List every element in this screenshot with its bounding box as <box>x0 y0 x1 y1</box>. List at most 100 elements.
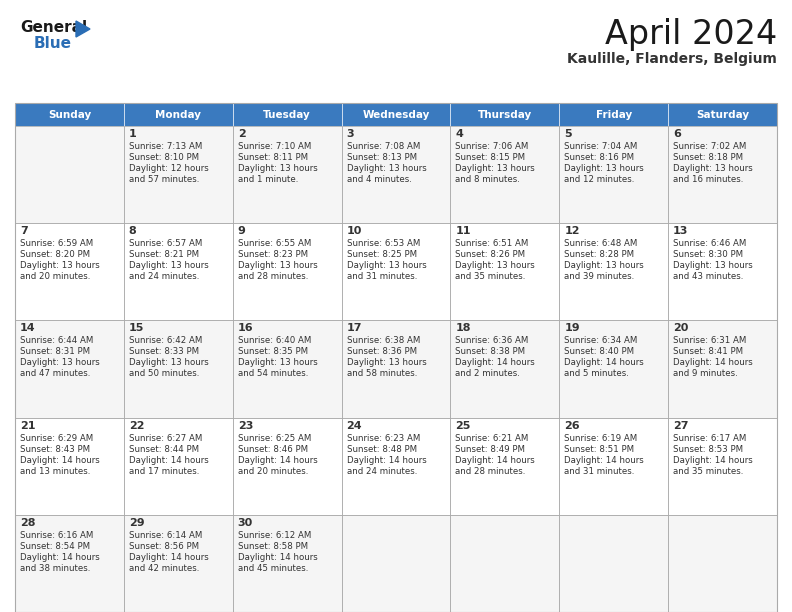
Text: and 54 minutes.: and 54 minutes. <box>238 370 308 378</box>
Text: 4: 4 <box>455 129 463 139</box>
Text: Sunset: 8:53 PM: Sunset: 8:53 PM <box>673 444 743 453</box>
Text: Friday: Friday <box>596 110 632 119</box>
Text: Sunday: Sunday <box>48 110 91 119</box>
Text: and 5 minutes.: and 5 minutes. <box>564 370 629 378</box>
Text: Sunrise: 6:31 AM: Sunrise: 6:31 AM <box>673 337 747 345</box>
Text: Sunrise: 7:06 AM: Sunrise: 7:06 AM <box>455 142 529 151</box>
Bar <box>451 515 559 612</box>
Text: 24: 24 <box>347 420 362 431</box>
Text: Daylight: 13 hours: Daylight: 13 hours <box>564 261 644 271</box>
Text: and 31 minutes.: and 31 minutes. <box>347 272 417 281</box>
Text: and 50 minutes.: and 50 minutes. <box>129 370 200 378</box>
Bar <box>668 321 777 417</box>
Text: Daylight: 14 hours: Daylight: 14 hours <box>347 455 426 465</box>
Text: Daylight: 13 hours: Daylight: 13 hours <box>455 164 535 173</box>
Text: Sunset: 8:13 PM: Sunset: 8:13 PM <box>347 153 417 162</box>
Text: Daylight: 13 hours: Daylight: 13 hours <box>347 164 426 173</box>
Text: Daylight: 13 hours: Daylight: 13 hours <box>564 164 644 173</box>
Text: 7: 7 <box>20 226 28 236</box>
Text: Daylight: 13 hours: Daylight: 13 hours <box>673 164 753 173</box>
Text: Sunrise: 7:13 AM: Sunrise: 7:13 AM <box>129 142 202 151</box>
Text: 3: 3 <box>347 129 354 139</box>
Text: Sunrise: 6:57 AM: Sunrise: 6:57 AM <box>129 239 202 248</box>
Text: Sunrise: 6:36 AM: Sunrise: 6:36 AM <box>455 337 529 345</box>
Text: 29: 29 <box>129 518 144 528</box>
Text: 16: 16 <box>238 323 253 334</box>
Text: and 57 minutes.: and 57 minutes. <box>129 175 200 184</box>
Bar <box>15 321 777 417</box>
Text: Sunrise: 6:46 AM: Sunrise: 6:46 AM <box>673 239 747 248</box>
Bar <box>233 417 341 515</box>
Bar <box>668 223 777 321</box>
Bar <box>668 103 777 126</box>
Text: Sunset: 8:56 PM: Sunset: 8:56 PM <box>129 542 199 551</box>
Text: Sunrise: 6:23 AM: Sunrise: 6:23 AM <box>347 433 420 442</box>
Text: Sunset: 8:54 PM: Sunset: 8:54 PM <box>20 542 90 551</box>
Text: Sunset: 8:41 PM: Sunset: 8:41 PM <box>673 348 743 356</box>
Text: Sunset: 8:46 PM: Sunset: 8:46 PM <box>238 444 308 453</box>
Text: and 43 minutes.: and 43 minutes. <box>673 272 744 281</box>
Text: Sunrise: 6:19 AM: Sunrise: 6:19 AM <box>564 433 638 442</box>
Text: Daylight: 14 hours: Daylight: 14 hours <box>238 455 318 465</box>
Bar <box>668 417 777 515</box>
Text: and 24 minutes.: and 24 minutes. <box>347 466 417 476</box>
Text: Sunset: 8:23 PM: Sunset: 8:23 PM <box>238 250 308 259</box>
Text: Sunrise: 6:53 AM: Sunrise: 6:53 AM <box>347 239 420 248</box>
Text: and 20 minutes.: and 20 minutes. <box>238 466 308 476</box>
Text: and 58 minutes.: and 58 minutes. <box>347 370 417 378</box>
Bar <box>451 103 559 126</box>
Text: Daylight: 14 hours: Daylight: 14 hours <box>129 553 208 562</box>
Bar <box>559 103 668 126</box>
Text: Monday: Monday <box>155 110 201 119</box>
Text: Sunrise: 6:21 AM: Sunrise: 6:21 AM <box>455 433 529 442</box>
Text: 10: 10 <box>347 226 362 236</box>
Text: Sunrise: 6:27 AM: Sunrise: 6:27 AM <box>129 433 202 442</box>
Text: Sunset: 8:58 PM: Sunset: 8:58 PM <box>238 542 308 551</box>
Text: Sunset: 8:26 PM: Sunset: 8:26 PM <box>455 250 526 259</box>
Text: Daylight: 14 hours: Daylight: 14 hours <box>238 553 318 562</box>
Text: 18: 18 <box>455 323 471 334</box>
Text: 14: 14 <box>20 323 36 334</box>
Text: 9: 9 <box>238 226 246 236</box>
Text: Sunrise: 6:48 AM: Sunrise: 6:48 AM <box>564 239 638 248</box>
Text: 20: 20 <box>673 323 688 334</box>
Text: and 28 minutes.: and 28 minutes. <box>238 272 308 281</box>
Text: Wednesday: Wednesday <box>362 110 430 119</box>
Text: Daylight: 13 hours: Daylight: 13 hours <box>129 359 208 367</box>
Text: Sunrise: 6:34 AM: Sunrise: 6:34 AM <box>564 337 638 345</box>
Text: 13: 13 <box>673 226 688 236</box>
Text: Sunrise: 6:59 AM: Sunrise: 6:59 AM <box>20 239 93 248</box>
Text: Daylight: 13 hours: Daylight: 13 hours <box>238 261 318 271</box>
Bar <box>15 515 124 612</box>
Text: 23: 23 <box>238 420 253 431</box>
Text: Sunset: 8:40 PM: Sunset: 8:40 PM <box>564 348 634 356</box>
Text: Daylight: 14 hours: Daylight: 14 hours <box>455 455 535 465</box>
Bar <box>124 103 233 126</box>
Text: Sunset: 8:33 PM: Sunset: 8:33 PM <box>129 348 199 356</box>
Text: Daylight: 13 hours: Daylight: 13 hours <box>347 359 426 367</box>
Text: 8: 8 <box>129 226 136 236</box>
Text: Sunset: 8:48 PM: Sunset: 8:48 PM <box>347 444 417 453</box>
Bar <box>15 223 777 321</box>
Text: 22: 22 <box>129 420 144 431</box>
Bar <box>451 126 559 223</box>
Text: and 31 minutes.: and 31 minutes. <box>564 466 634 476</box>
Text: Sunset: 8:31 PM: Sunset: 8:31 PM <box>20 348 90 356</box>
Text: 21: 21 <box>20 420 36 431</box>
Text: Daylight: 14 hours: Daylight: 14 hours <box>20 553 100 562</box>
Text: Daylight: 14 hours: Daylight: 14 hours <box>129 455 208 465</box>
Bar <box>559 417 668 515</box>
Bar <box>451 223 559 321</box>
Text: Daylight: 13 hours: Daylight: 13 hours <box>347 261 426 271</box>
Text: Daylight: 13 hours: Daylight: 13 hours <box>238 164 318 173</box>
Text: General: General <box>20 20 87 35</box>
Text: Daylight: 14 hours: Daylight: 14 hours <box>564 455 644 465</box>
Text: Sunset: 8:21 PM: Sunset: 8:21 PM <box>129 250 199 259</box>
Text: and 1 minute.: and 1 minute. <box>238 175 298 184</box>
Text: and 12 minutes.: and 12 minutes. <box>564 175 634 184</box>
Text: 28: 28 <box>20 518 36 528</box>
Text: 30: 30 <box>238 518 253 528</box>
Text: Sunrise: 6:51 AM: Sunrise: 6:51 AM <box>455 239 529 248</box>
Text: Sunset: 8:10 PM: Sunset: 8:10 PM <box>129 153 199 162</box>
Text: Blue: Blue <box>34 36 72 51</box>
